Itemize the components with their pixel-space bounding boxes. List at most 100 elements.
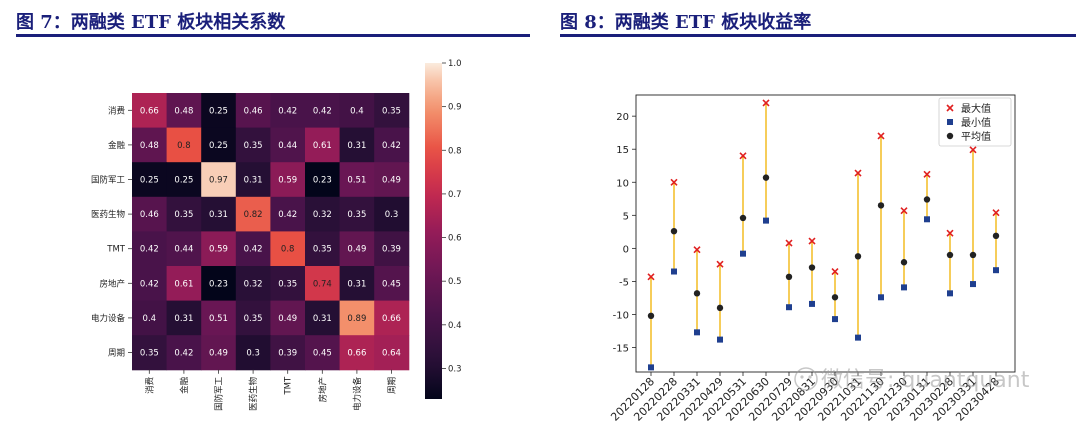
max-marker [716,260,724,268]
heatmap-cell-value: 0.31 [347,141,366,151]
heatmap-cell-value: 0.4 [350,106,364,116]
max-marker-stroke [923,170,931,178]
heatmap-cell-value: 0.45 [382,279,401,289]
max-marker-stroke [946,229,954,237]
heatmap-cell [235,162,271,198]
heatmap-cell-value: 0.42 [174,349,193,359]
heatmap-cell-value: 0.35 [313,245,332,255]
heatmap-x-tick-label: 房地产 [317,377,328,403]
heatmap-y-tick-label: 电力设备 [91,313,126,324]
heatmap-cell [201,93,237,129]
scatter-y-tick-label: 20 [616,112,629,123]
colorbar-tick-label: 0.4 [448,321,462,331]
heatmap-cell [339,162,375,198]
scatter-y-tick-label: -5 [619,277,629,288]
heatmap-cell [166,162,202,198]
heatmap-cell-value: 0.32 [244,279,263,289]
colorbar-tick-label: 0.5 [448,277,462,287]
heatmap-cell-value: 0.42 [278,210,297,220]
max-marker [923,170,931,178]
legend-max-marker [946,104,954,112]
heatmap-y-tick-label: 医药生物 [91,209,126,220]
heatmap-cell [270,162,306,198]
min-marker [924,216,930,223]
heatmap-cell-value: 0.35 [140,349,159,359]
heatmap-cell [339,127,375,163]
max-marker [762,99,770,107]
min-marker [855,334,861,341]
min-marker [717,336,723,343]
heatmap-cell [132,93,168,129]
mean-marker [647,312,655,320]
max-marker [946,229,954,237]
mean-marker [831,294,839,301]
scatter-y-tick-label: 0 [623,244,629,255]
max-marker [992,209,1000,217]
min-marker [947,290,953,297]
max-marker [831,267,839,276]
heatmap-cell [339,231,375,267]
heatmap-cell-value: 0.82 [244,210,263,220]
heatmap-cell [339,266,375,302]
heatmap-y-tick-label: 房地产 [99,278,125,289]
heatmap-cell-value: 0.39 [382,245,401,255]
heatmap-cell [339,300,375,336]
heatmap-cell-value: 0.66 [140,106,159,116]
max-marker-stroke [854,169,862,177]
heatmap-cell [374,231,410,267]
heatmap-cell-value: 0.49 [347,245,366,255]
max-marker-stroke [808,237,816,245]
min-marker [901,284,907,291]
heatmap-cell-value: 0.35 [278,279,297,289]
heatmap-cell-value: 0.31 [174,314,193,324]
mean-marker [923,196,931,203]
heatmap-cell [132,196,168,232]
heatmap-cell [305,335,341,371]
min-marker [878,294,884,301]
max-marker [785,239,793,247]
heatmap-cell [374,266,410,302]
heatmap-cell [374,127,410,163]
heatmap-cell [166,231,202,267]
heatmap-cell-value: 0.35 [347,210,366,220]
max-marker [647,273,655,281]
heatmap-cell [201,196,237,232]
heatmap-cell-value: 0.42 [278,106,297,116]
heatmap-cell-value: 0.46 [140,210,159,220]
heatmap-cell-value: 0.35 [244,141,263,151]
mean-marker [785,273,793,281]
min-marker [671,268,677,275]
heatmap-cell-value: 0.74 [313,279,332,289]
min-marker [809,300,815,307]
heatmap-cell [374,300,410,336]
max-marker-stroke [992,209,1000,217]
scatter-y-tick-label: 15 [616,145,629,156]
heatmap-cell [235,196,271,232]
heatmap-cell-value: 0.3 [246,349,260,359]
heatmap-cell [132,162,168,198]
heatmap-cell [305,162,341,198]
max-marker-stroke [739,152,747,160]
heatmap-cell [201,300,237,336]
min-marker [970,281,976,288]
heatmap-cell [374,335,410,371]
heatmap-cell-value: 0.51 [347,176,366,186]
heatmap-cell-value: 0.45 [313,349,332,359]
max-marker-stroke [831,267,839,276]
heatmap-cell-value: 0.59 [209,245,228,255]
heatmap-cell [270,231,306,267]
heatmap-cell [374,196,410,232]
heatmap-cell [166,300,202,336]
max-marker [693,246,701,254]
heatmap-cell-value: 0.39 [278,349,297,359]
heatmap-cell [166,127,202,163]
heatmap-cell-value: 0.25 [209,141,228,151]
wechat-watermark-icon-eye [800,375,804,379]
mean-marker [693,290,701,297]
colorbar-tick-label: 0.9 [448,103,462,113]
heatmap-cell [305,127,341,163]
max-marker-stroke [877,132,885,140]
heatmap-cell [305,231,341,267]
heatmap-cell [305,266,341,302]
heatmap-cell-value: 0.35 [244,314,263,324]
